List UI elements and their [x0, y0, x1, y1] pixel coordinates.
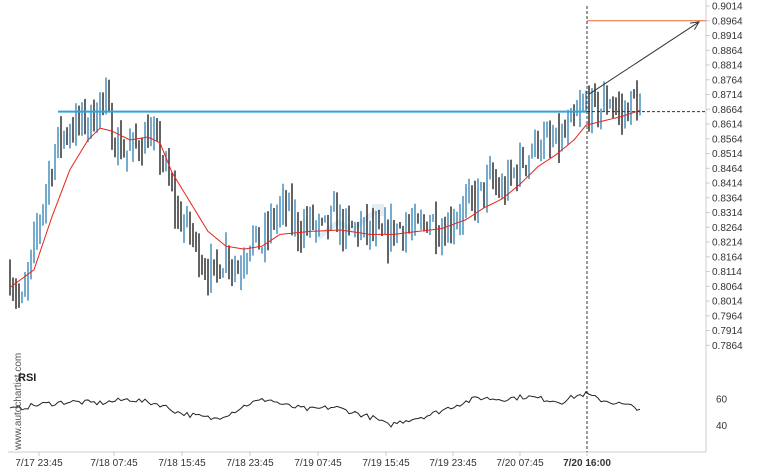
x-tick-label: 7/20 16:00: [563, 458, 611, 469]
y-tick-label: 0.8764: [712, 75, 743, 86]
y-tick-label: 0.8364: [712, 193, 743, 204]
y-tick-label: 0.8414: [712, 179, 743, 190]
y-tick-label: 0.8214: [712, 238, 743, 249]
y-tick-label: 0.8714: [712, 90, 743, 101]
y-tick-label: 0.8964: [712, 16, 743, 27]
y-tick-label: 0.8114: [712, 267, 742, 278]
watermark-text: www.autochartist.com: [13, 353, 24, 451]
y-tick-label: 0.7864: [712, 341, 743, 352]
x-tick-label: 7/19 23:45: [429, 458, 477, 469]
y-tick-label: 0.9014: [712, 2, 743, 13]
rsi-line: [9, 390, 641, 428]
rsi-axis-ticks: 60 40: [716, 395, 728, 432]
y-tick-label: 0.8514: [712, 149, 743, 160]
y-tick-label: 0.8264: [712, 223, 743, 234]
y-tick-label: 0.8314: [712, 208, 743, 219]
y-tick-label: 0.8464: [712, 164, 743, 175]
rsi-tick-label: 40: [716, 421, 728, 432]
x-tick-label: 7/18 15:45: [158, 458, 206, 469]
rsi-label: RSI: [18, 372, 36, 384]
y-tick-label: 0.7964: [712, 311, 743, 322]
y-tick-label: 0.8064: [712, 282, 743, 293]
y-tick-label: 0.8614: [712, 120, 743, 131]
y-tick-label: 0.7914: [712, 326, 743, 337]
y-tick-label: 0.8814: [712, 61, 743, 72]
y-tick-label: 0.8664: [712, 105, 743, 116]
x-tick-label: 7/20 07:45: [496, 458, 544, 469]
projection-arrow: [588, 21, 700, 95]
x-tick-label: 7/18 23:45: [226, 458, 274, 469]
x-tick-label: 7/18 07:45: [90, 458, 138, 469]
rsi-tick-label: 60: [716, 395, 728, 406]
x-axis-ticks: 7/17 23:45 7/18 07:45 7/18 15:45 7/18 23:45…: [15, 452, 611, 469]
y-tick-label: 0.8564: [712, 134, 743, 145]
y-tick-label: 0.8914: [712, 31, 743, 42]
y-tick-label: 0.8014: [712, 297, 743, 308]
moving-average-line: [9, 109, 641, 288]
x-tick-label: 7/17 23:45: [15, 458, 63, 469]
x-tick-label: 7/19 15:45: [362, 458, 410, 469]
y-axis-ticks: 0.9014 0.8964 0.8914 0.8864 0.8814 0.8764 0.87…: [706, 2, 743, 352]
y-tick-label: 0.8164: [712, 252, 743, 263]
y-tick-label: 0.8864: [712, 46, 743, 57]
projection-arrow-head: [690, 21, 700, 30]
x-tick-label: 7/19 07:45: [294, 458, 342, 469]
